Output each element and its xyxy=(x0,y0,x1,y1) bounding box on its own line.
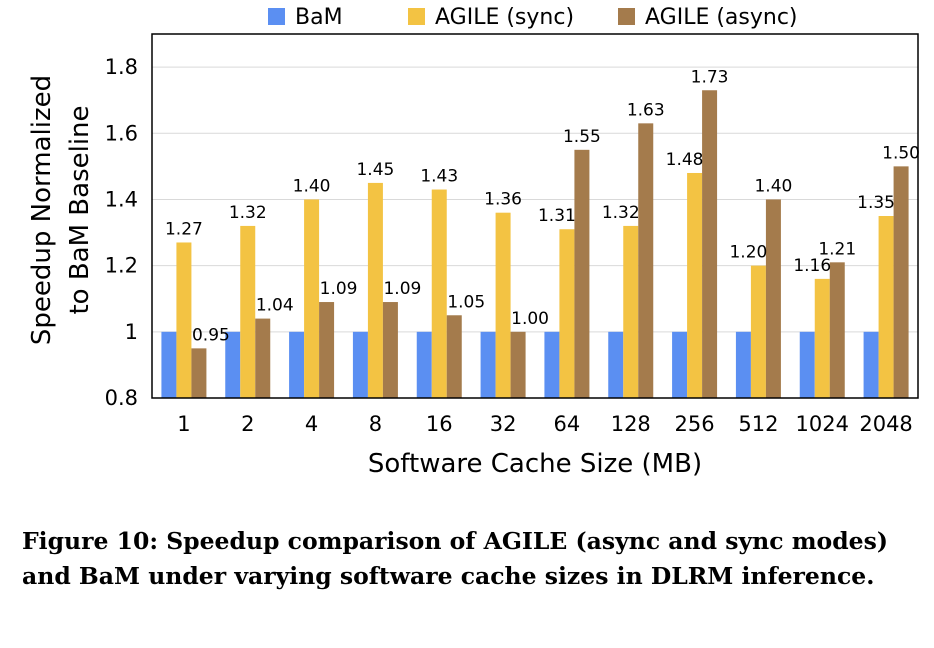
bar-bam xyxy=(161,331,177,398)
bar-agile-sync xyxy=(431,189,447,398)
y-tick-label: 0.8 xyxy=(105,386,138,410)
legend-swatch xyxy=(618,8,635,25)
bar-bam xyxy=(416,331,432,398)
y-tick-label: 1.6 xyxy=(105,121,138,145)
x-tick-label: 8 xyxy=(369,412,382,436)
x-tick-label: 128 xyxy=(611,412,651,436)
bar-agile-sync xyxy=(750,265,766,398)
y-tick-label: 1.2 xyxy=(105,254,138,278)
bar-agile-async xyxy=(893,166,909,398)
data-label: 1.43 xyxy=(420,167,458,187)
bar-agile-sync xyxy=(304,199,320,398)
data-label: 1.09 xyxy=(320,279,358,299)
data-label: 1.35 xyxy=(857,193,895,213)
data-label: 1.40 xyxy=(754,176,792,196)
data-label: 1.50 xyxy=(882,143,920,163)
data-label: 1.21 xyxy=(818,239,856,259)
data-label: 1.40 xyxy=(293,176,331,196)
data-label: 1.20 xyxy=(729,243,767,263)
data-label: 1.32 xyxy=(602,203,640,223)
data-label: 1.32 xyxy=(229,203,267,223)
data-label: 1.27 xyxy=(165,219,203,239)
bar-bam xyxy=(672,331,688,398)
data-label: 1.09 xyxy=(383,279,421,299)
data-label: 1.04 xyxy=(256,296,294,316)
legend-label: AGILE (sync) xyxy=(435,5,574,30)
x-tick-label: 2 xyxy=(241,412,254,436)
y-axis-title-line-1: Speedup Normalized xyxy=(27,75,57,345)
bar-agile-async xyxy=(319,302,335,398)
x-tick-labels: 1 2 4 8 16 32 64 128 256 512 1024 2048 xyxy=(177,412,913,436)
bar-agile-sync xyxy=(495,212,511,398)
y-tick-labels: 0.8 1 1.2 1.4 1.6 1.8 xyxy=(105,55,138,410)
data-label: 1.63 xyxy=(627,100,665,120)
x-tick-label: 64 xyxy=(554,412,581,436)
y-axis-title-line-2: to BaM Baseline xyxy=(65,105,95,314)
legend-swatch xyxy=(268,8,285,25)
legend-swatch xyxy=(408,8,425,25)
data-label: 1.45 xyxy=(356,160,394,180)
bar-agile-async xyxy=(382,302,398,398)
bar-bam xyxy=(225,331,241,398)
bar-agile-sync xyxy=(878,216,894,398)
x-tick-label: 16 xyxy=(426,412,453,436)
y-tick-label: 1 xyxy=(125,320,138,344)
data-label: 1.31 xyxy=(538,206,576,226)
x-tick-label: 4 xyxy=(305,412,318,436)
bar-agile-sync xyxy=(623,225,639,398)
bar-agile-async xyxy=(191,348,207,398)
data-labels: 1.27 0.95 1.32 1.04 1.40 1.09 1.45 1.09 1.43 1.05… xyxy=(165,67,920,345)
bar-bam xyxy=(480,331,496,398)
bar-agile-sync xyxy=(367,182,383,398)
bar-agile-async xyxy=(765,199,781,398)
bar-agile-async xyxy=(702,90,718,398)
bar-bam xyxy=(289,331,305,398)
bar-agile-async xyxy=(638,123,654,398)
data-label: 1.16 xyxy=(793,256,831,276)
bar-bam xyxy=(608,331,624,398)
y-tick-label: 1.8 xyxy=(105,55,138,79)
bar-agile-sync xyxy=(559,229,575,398)
data-label: 1.00 xyxy=(511,309,549,329)
bar-agile-sync xyxy=(687,172,703,398)
bar-agile-sync xyxy=(240,225,256,398)
x-tick-label: 512 xyxy=(738,412,778,436)
x-axis-title: Software Cache Size (MB) xyxy=(368,449,702,479)
bars xyxy=(161,90,909,398)
bar-agile-sync xyxy=(176,242,192,398)
x-tick-label: 2048 xyxy=(859,412,912,436)
bar-agile-async xyxy=(829,262,845,398)
chart-legend: BaM AGILE (sync) AGILE (async) xyxy=(268,5,798,30)
legend-label: AGILE (async) xyxy=(645,5,798,30)
data-label: 1.48 xyxy=(666,150,704,170)
bar-agile-sync xyxy=(814,278,830,398)
bar-bam xyxy=(863,331,879,398)
bar-agile-async xyxy=(255,318,271,398)
speedup-bar-chart: BaM AGILE (sync) AGILE (async) 0.8 1 1.2 1.4 1… xyxy=(27,5,920,479)
figure-caption: Figure 10: Speedup comparison of AGILE (… xyxy=(22,527,888,590)
data-label: 1.73 xyxy=(691,67,729,87)
bar-agile-async xyxy=(510,331,526,398)
data-label: 0.95 xyxy=(192,325,230,345)
x-tick-label: 256 xyxy=(675,412,715,436)
y-tick-label: 1.4 xyxy=(105,187,138,211)
x-tick-label: 1 xyxy=(177,412,190,436)
bar-agile-async xyxy=(574,149,590,398)
x-tick-label: 32 xyxy=(490,412,517,436)
bar-bam xyxy=(544,331,560,398)
bar-bam xyxy=(799,331,815,398)
bar-bam xyxy=(735,331,751,398)
x-tick-label: 1024 xyxy=(796,412,849,436)
bar-agile-async xyxy=(446,315,462,398)
plot-frame xyxy=(151,33,919,399)
data-label: 1.55 xyxy=(563,127,601,147)
legend-label: BaM xyxy=(295,5,343,30)
data-label: 1.36 xyxy=(484,190,522,210)
bar-bam xyxy=(352,331,368,398)
data-label: 1.05 xyxy=(447,292,485,312)
